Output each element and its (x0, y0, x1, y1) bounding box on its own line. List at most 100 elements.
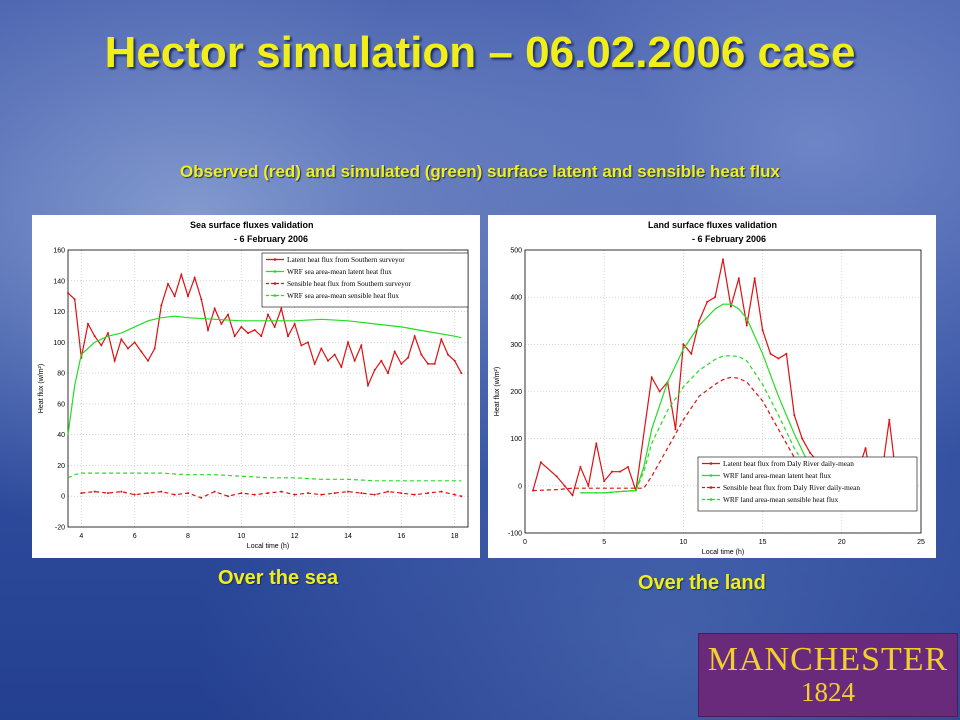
land-chart-panel: Land surface fluxes validation - 6 Februa… (488, 215, 936, 558)
x-tick-label: 4 (79, 533, 83, 540)
data-point (187, 295, 189, 298)
data-point (587, 484, 590, 487)
x-tick-label: 15 (759, 539, 767, 546)
data-point (287, 335, 289, 338)
data-point (220, 322, 223, 325)
data-point (737, 277, 740, 280)
data-point (626, 465, 629, 468)
data-point (427, 362, 429, 365)
data-point (611, 470, 614, 473)
data-point (120, 490, 123, 493)
x-tick-label: 10 (237, 533, 245, 540)
data-point (107, 332, 109, 335)
data-point (340, 365, 343, 368)
y-tick-label: 40 (57, 432, 65, 439)
y-tick-label: 60 (57, 401, 65, 408)
data-point (453, 359, 456, 362)
data-point (793, 414, 796, 417)
data-point (360, 492, 363, 495)
data-point (579, 465, 582, 468)
data-point (433, 362, 436, 365)
series-line-1 (67, 272, 462, 388)
x-tick-label: 14 (344, 533, 352, 540)
data-point (180, 273, 183, 276)
data-point (373, 493, 376, 496)
data-point (160, 304, 163, 307)
legend-marker (709, 498, 713, 501)
data-point (227, 495, 229, 498)
data-point (539, 461, 542, 464)
data-point (745, 324, 748, 327)
data-point (253, 493, 256, 496)
x-tick-label: 20 (838, 539, 846, 546)
series-line-4 (580, 355, 819, 494)
data-point (293, 493, 296, 496)
data-point (113, 359, 116, 362)
series-line-2 (580, 303, 819, 494)
data-point (407, 356, 409, 359)
data-point (400, 492, 403, 495)
legend-entry: Latent heat flux from Daly River daily-m… (723, 459, 854, 468)
legend-entry: Sensible heat flux from Daly River daily… (723, 483, 860, 492)
series-line-4 (67, 472, 462, 482)
data-point (722, 258, 724, 261)
data-point (153, 347, 156, 350)
data-point (247, 332, 249, 335)
legend-entry: WRF sea area-mean latent heat flux (287, 267, 392, 276)
university-logo: MANCHESTER 1824 (698, 633, 958, 717)
data-point (571, 494, 574, 497)
y-tick-label: 120 (53, 309, 65, 316)
y-tick-label: 200 (510, 389, 522, 396)
y-tick-label: 0 (518, 483, 522, 490)
x-tick-label: 10 (680, 539, 688, 546)
data-point (714, 296, 717, 299)
logo-text: MANCHESTER (707, 641, 949, 678)
x-axis-label: Local time (h) (247, 543, 289, 550)
x-tick-label: 16 (397, 533, 405, 540)
plot-frame (524, 249, 922, 534)
data-point (127, 347, 129, 350)
data-point (300, 344, 303, 347)
data-point (387, 372, 389, 375)
data-point (333, 492, 336, 495)
data-point (650, 376, 653, 379)
data-point (107, 492, 109, 495)
series-line-2 (67, 315, 462, 435)
data-point (674, 428, 677, 431)
data-point (864, 447, 867, 450)
data-point (73, 298, 76, 301)
legend-entry: WRF sea area-mean sensible heat flux (287, 291, 399, 300)
y-tick-label: 500 (510, 248, 522, 255)
data-point (93, 490, 96, 493)
chart-land: Land surface fluxes validation - 6 Februa… (494, 220, 925, 556)
data-point (706, 300, 709, 303)
data-point (100, 344, 103, 347)
y-tick-label: 100 (53, 340, 65, 347)
data-point (120, 338, 123, 341)
legend-box (261, 252, 469, 308)
legend-marker (273, 270, 277, 273)
y-tick-label: 100 (510, 436, 522, 443)
y-axis-label: Heat flux (w/m²) (38, 364, 45, 413)
legend-marker (709, 474, 713, 477)
data-point (785, 352, 788, 355)
data-point (233, 335, 236, 338)
data-point (413, 335, 416, 338)
data-point (133, 493, 136, 496)
legend-marker (273, 282, 277, 285)
data-point (213, 307, 216, 310)
data-point (320, 493, 323, 496)
legend-box (697, 456, 918, 512)
y-tick-label: 20 (57, 463, 65, 470)
data-point (160, 490, 163, 493)
data-point (769, 352, 772, 355)
data-point (453, 493, 456, 496)
data-point (563, 484, 566, 487)
data-point (347, 341, 349, 344)
data-point (447, 353, 449, 356)
data-point (555, 475, 558, 478)
x-tick-label: 12 (291, 533, 299, 540)
data-point (729, 305, 732, 308)
data-point (147, 359, 149, 362)
sea-chart-panel: Sea surface fluxes validation - 6 Februar… (32, 215, 480, 558)
